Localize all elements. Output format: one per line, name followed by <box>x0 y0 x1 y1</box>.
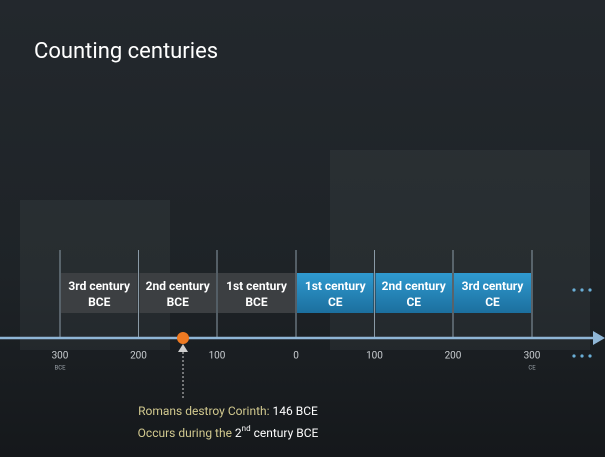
tick-label: 300 <box>52 351 69 362</box>
event-marker <box>177 332 189 344</box>
annotation-text: Romans destroy Corinth: <box>138 404 272 418</box>
tick-label: 200 <box>130 351 147 362</box>
tick-label: 0 <box>293 351 299 362</box>
tick-label: 200 <box>445 351 462 362</box>
tick-era: BCE <box>54 365 66 372</box>
tick-label: 300 <box>524 351 541 362</box>
annotation-value: century BCE <box>251 426 319 440</box>
century-era: BCE <box>88 295 111 309</box>
century-label: 2nd century <box>382 279 447 293</box>
century-era: CE <box>328 295 343 309</box>
tick-label: 100 <box>209 351 226 362</box>
century-label: 2nd century <box>146 279 211 293</box>
title: Counting centuries <box>34 39 218 64</box>
annotation-value: 146 BCE <box>273 404 318 418</box>
century-label: 1st century <box>305 279 367 293</box>
century-label: 3rd century <box>68 279 131 293</box>
annotation-line1: Romans destroy Corinth: 146 BCE <box>138 404 318 418</box>
century-label: 3rd century <box>462 279 525 293</box>
century-label: 1st century <box>226 279 288 293</box>
tick-era: CE <box>528 365 536 372</box>
century-era: BCE <box>245 295 268 309</box>
slide: Counting centuries 3rd century BCE 2nd cen… <box>0 0 605 457</box>
century-era: CE <box>406 295 421 309</box>
annotation-superscript: nd <box>242 424 251 433</box>
century-era: CE <box>485 295 500 309</box>
century-era: BCE <box>167 295 190 309</box>
tick-label: 100 <box>366 351 383 362</box>
annotation-text: Occurs during the <box>138 426 235 440</box>
annotation-line2: Occurs during the 2nd century BCE <box>138 424 319 440</box>
